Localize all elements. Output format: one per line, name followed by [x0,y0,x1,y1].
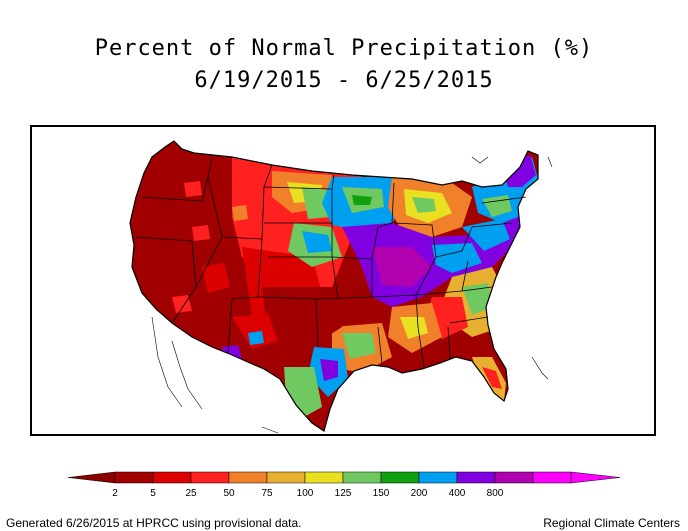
legend-swatch [228,471,268,484]
footer-credit: Regional Climate Centers [543,516,680,530]
legend-swatch [494,471,534,484]
legend-swatch [456,471,496,484]
legend-tick-label: 75 [261,488,273,499]
legend-swatch [342,471,382,484]
precipitation-field [130,141,538,431]
footer-generated-note: Generated 6/26/2015 at HPRCC using provi… [6,516,302,530]
legend-tick-label: 200 [411,488,428,499]
precipitation-map [32,127,654,434]
map-date-range: 6/19/2015 - 6/25/2015 [194,68,494,93]
legend-swatch [190,471,230,484]
legend-tick-label: 125 [335,488,352,499]
neighbor-coastlines [151,156,553,434]
legend-tick-label: 50 [223,488,235,499]
legend-high-arrow [570,471,621,484]
legend-tick-label: 5 [150,488,156,499]
legend-tick-label: 100 [297,488,314,499]
legend-tick-label: 800 [487,488,504,499]
legend-tick-label: 400 [449,488,466,499]
legend-low-arrow [67,471,116,484]
legend-swatch [380,471,420,484]
legend-swatch [266,471,306,484]
legend-swatch [304,471,344,484]
legend-tick-label: 150 [373,488,390,499]
legend-colorbar: 2 5 25 50 75 100 125 150 200 400 800 [67,471,621,499]
state-boundaries [129,140,539,432]
legend-tick-label: 2 [112,488,118,499]
legend-swatch [418,471,458,484]
legend-swatch [114,471,154,484]
legend-swatch [152,471,192,484]
legend-swatch [532,471,572,484]
map-frame [30,125,656,436]
map-title: Percent of Normal Precipitation (%) [94,36,594,61]
legend-tick-label: 25 [185,488,197,499]
